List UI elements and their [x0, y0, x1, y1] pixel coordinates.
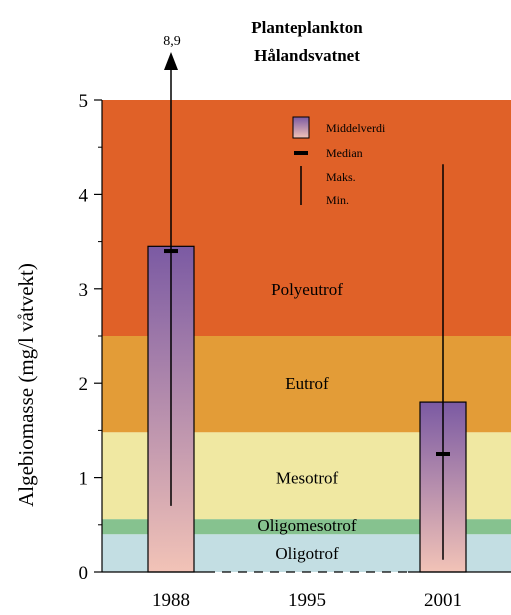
x-tick-label-1988: 1988	[152, 590, 190, 611]
chart-title-line-1: Planteplankton	[251, 18, 363, 37]
legend-mean-swatch	[292, 116, 310, 139]
y-tick-label-0: 0	[79, 563, 89, 584]
chart-title-line-2: Hålandsvatnet	[254, 46, 360, 65]
band-label-mesotrof: Mesotrof	[276, 469, 339, 488]
x-tick-label-2001: 2001	[424, 590, 462, 611]
y-tick-label-3: 3	[79, 280, 89, 301]
band-label-eutrof: Eutrof	[285, 374, 329, 393]
band-label-oligotrof: Oligotrof	[275, 544, 339, 563]
y-tick-label-1: 1	[79, 469, 89, 490]
legend-label-min: Min.	[326, 193, 349, 207]
x-tick-label-1995: 1995	[288, 590, 326, 611]
max-annotation-1988: 8,9	[163, 34, 181, 49]
overflow-arrow-1988	[164, 52, 178, 70]
legend: Middelverdi Median Maks. Min.	[292, 116, 386, 207]
y-tick-label-4: 4	[79, 185, 89, 206]
y-axis-label: Algebiomasse (mg/l våtvekt)	[14, 263, 38, 507]
median-marker-2001	[436, 452, 450, 456]
legend-label-median: Median	[326, 146, 363, 160]
y-tick-label-5: 5	[79, 91, 89, 112]
axes: 0 1 2 3 4 5 1988 1995 2001	[79, 91, 511, 611]
median-marker-1988	[164, 249, 178, 254]
y-tick-label-2: 2	[79, 374, 89, 395]
legend-label-max: Maks.	[326, 170, 356, 184]
legend-median-swatch	[294, 151, 308, 155]
band-label-polyeutrof: Polyeutrof	[271, 280, 343, 299]
legend-label-mean: Middelverdi	[326, 121, 386, 135]
bars: 8,9	[147, 34, 467, 573]
band-label-oligomesotrof: Oligomesotrof	[257, 516, 356, 535]
band-oligomesotrof	[102, 519, 511, 535]
